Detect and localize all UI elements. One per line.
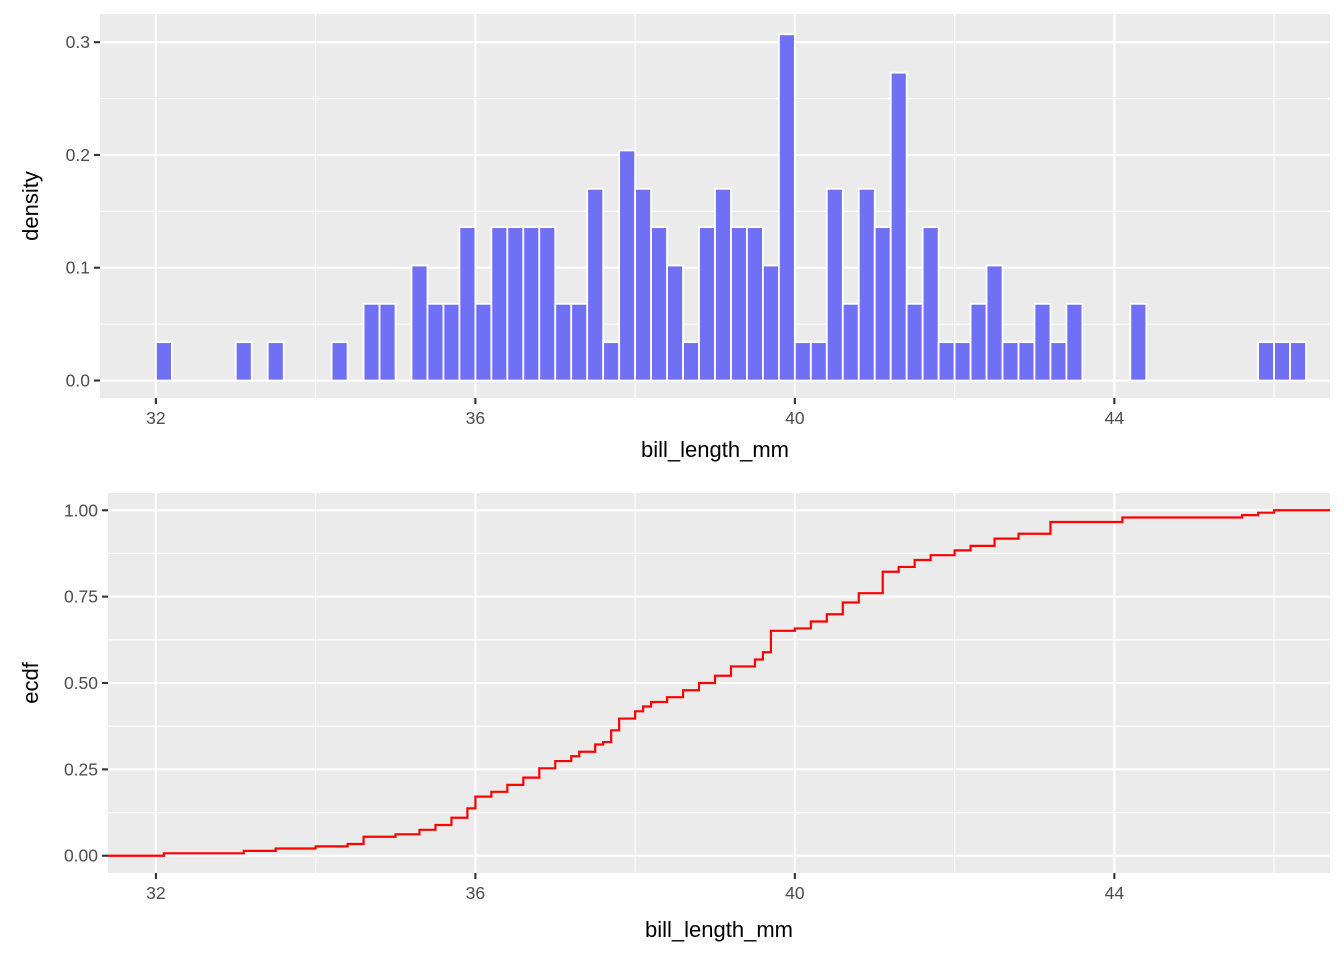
ecdf-x-axis-title: bill_length_mm [645, 917, 793, 942]
histogram-bar [458, 226, 477, 382]
histogram-bar [1017, 341, 1036, 382]
histogram-bar [889, 71, 908, 382]
histogram-bar [969, 302, 988, 382]
histogram-bar [1257, 341, 1275, 382]
histogram-bar [730, 226, 748, 382]
histogram-bar [793, 341, 812, 382]
histogram-bar [330, 341, 349, 382]
y-tick-label: 0.00 [64, 846, 98, 866]
x-tick-label: 36 [466, 883, 485, 903]
histogram-bar [873, 226, 892, 382]
y-tick-label: 0.3 [66, 32, 90, 52]
x-tick-label: 44 [1105, 408, 1125, 428]
histogram-bar [1273, 341, 1291, 382]
histogram-bar [554, 302, 573, 382]
histogram-bar [586, 187, 605, 382]
x-tick-label: 32 [146, 883, 165, 903]
ecdf-chart: 0.00 0.25 0.50 0.75 1.00 32 36 40 44 bill_lengt… [18, 493, 1330, 942]
y-tick-label: 0.0 [66, 371, 91, 391]
histogram-bar [714, 187, 732, 382]
x-tick-label: 40 [785, 408, 805, 428]
histogram-y-axis: 0.0 0.1 0.2 0.3 [66, 32, 100, 391]
x-tick-label: 40 [785, 883, 805, 903]
histogram-bar [442, 302, 461, 382]
histogram-bar [426, 302, 445, 382]
y-tick-label: 0.1 [66, 258, 90, 278]
histogram-bar [378, 302, 397, 382]
histogram-bar [266, 341, 285, 382]
histogram-bar [953, 341, 972, 382]
histogram-bar [410, 264, 429, 382]
histogram-bar [650, 226, 668, 382]
histogram-bars [155, 33, 1307, 382]
histogram-bar [1065, 302, 1084, 382]
histogram-bar [666, 264, 684, 382]
y-tick-label: 0.50 [64, 673, 98, 693]
histogram-bar [506, 226, 525, 382]
ecdf-gridlines [108, 493, 1330, 873]
x-tick-label: 44 [1105, 883, 1125, 903]
histogram-bar [857, 187, 876, 382]
histogram-bar [937, 341, 956, 382]
histogram-bar [1049, 341, 1068, 382]
histogram-x-axis: 32 36 40 44 [146, 398, 1124, 428]
y-tick-label: 0.2 [66, 145, 90, 165]
histogram-bar [1001, 341, 1020, 382]
ecdf-y-axis-title: ecdf [18, 661, 43, 703]
histogram-bar [474, 302, 493, 382]
y-tick-label: 0.75 [64, 587, 98, 607]
histogram-bar [1033, 302, 1052, 382]
x-tick-label: 32 [146, 408, 165, 428]
histogram-bar [905, 302, 924, 382]
x-tick-label: 36 [466, 408, 485, 428]
histogram-x-axis-title: bill_length_mm [641, 437, 789, 462]
histogram-bar [602, 341, 621, 382]
histogram-y-axis-title: density [18, 171, 43, 241]
histogram-bar [522, 226, 541, 382]
histogram-bar [762, 264, 780, 382]
histogram-bar [634, 187, 653, 382]
histogram-bar [490, 226, 509, 382]
histogram-bar [809, 341, 828, 382]
histogram-bar [985, 264, 1004, 382]
histogram-bar [841, 302, 860, 382]
histogram-chart: 0.0 0.1 0.2 0.3 32 36 40 44 bill_length_mm den… [18, 14, 1330, 462]
histogram-bar [538, 226, 557, 382]
y-tick-label: 0.25 [64, 759, 98, 779]
ecdf-step-line [108, 509, 1330, 857]
histogram-bar [682, 341, 700, 382]
ecdf-x-axis: 32 36 40 44 [146, 873, 1124, 903]
histogram-bar [618, 149, 637, 382]
histogram-bar [570, 302, 589, 382]
y-tick-label: 1.00 [64, 500, 98, 520]
histogram-bar [777, 33, 796, 382]
histogram-bar [1129, 302, 1148, 382]
histogram-bar [155, 341, 173, 382]
histogram-bar [362, 302, 381, 382]
histogram-bar [234, 341, 253, 382]
histogram-bar [746, 226, 764, 382]
histogram-bar [825, 187, 844, 382]
histogram-bar [921, 226, 940, 382]
histogram-bar [1289, 341, 1307, 382]
histogram-bar [698, 226, 716, 382]
ecdf-y-axis: 0.00 0.25 0.50 0.75 1.00 [64, 500, 108, 866]
